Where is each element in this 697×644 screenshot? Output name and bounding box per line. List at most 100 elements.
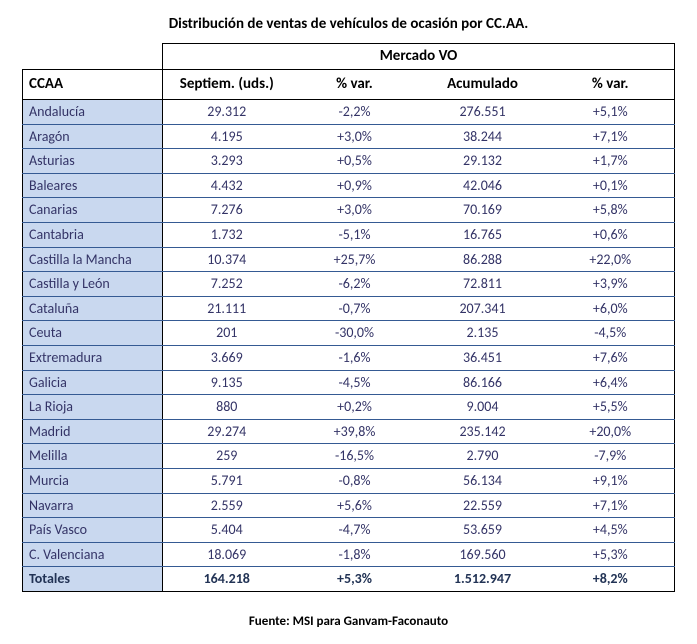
sept-var-cell: -16,5% — [291, 444, 419, 469]
acum-units-cell: 276.551 — [419, 100, 547, 125]
sept-var-cell: -30,0% — [291, 321, 419, 346]
sept-var-cell: +0,9% — [291, 173, 419, 198]
region-cell: Totales — [23, 567, 163, 592]
header-col3: Acumulado — [419, 70, 547, 100]
header-ccaa: CCAA — [23, 70, 163, 100]
sept-var-cell: +5,6% — [291, 493, 419, 518]
header-group: Mercado VO — [163, 44, 675, 70]
table-row: Canarias7.276+3,0%70.169+5,8% — [23, 198, 675, 223]
header-col1: Septiem. (uds.) — [163, 70, 291, 100]
acum-var-cell: +3,9% — [547, 272, 675, 297]
sept-var-cell: +25,7% — [291, 247, 419, 272]
region-cell: Murcia — [23, 468, 163, 493]
sept-units-cell: 164.218 — [163, 567, 291, 592]
acum-units-cell: 9.004 — [419, 395, 547, 420]
sept-var-cell: +3,0% — [291, 124, 419, 149]
sept-units-cell: 18.069 — [163, 542, 291, 567]
sept-var-cell: +5,3% — [291, 567, 419, 592]
table-row: Extremadura3.669-1,6%36.451+7,6% — [23, 345, 675, 370]
page-title: Distribución de ventas de vehículos de o… — [22, 15, 675, 33]
table-row: C. Valenciana18.069-1,8%169.560+5,3% — [23, 542, 675, 567]
sept-var-cell: +39,8% — [291, 419, 419, 444]
acum-var-cell: +5,1% — [547, 100, 675, 125]
acum-units-cell: 53.659 — [419, 518, 547, 543]
region-cell: Navarra — [23, 493, 163, 518]
sept-units-cell: 29.312 — [163, 100, 291, 125]
region-cell: Extremadura — [23, 345, 163, 370]
sept-units-cell: 880 — [163, 395, 291, 420]
acum-units-cell: 22.559 — [419, 493, 547, 518]
table-row: La Rioja880+0,2%9.004+5,5% — [23, 395, 675, 420]
region-cell: País Vasco — [23, 518, 163, 543]
acum-units-cell: 42.046 — [419, 173, 547, 198]
acum-var-cell: +7,1% — [547, 124, 675, 149]
sales-table: Mercado VO CCAA Septiem. (uds.) % var. A… — [22, 43, 675, 592]
sept-var-cell: -4,5% — [291, 370, 419, 395]
sept-units-cell: 4.195 — [163, 124, 291, 149]
sept-units-cell: 7.276 — [163, 198, 291, 223]
acum-units-cell: 2.135 — [419, 321, 547, 346]
acum-units-cell: 169.560 — [419, 542, 547, 567]
sept-var-cell: +0,2% — [291, 395, 419, 420]
region-cell: Asturias — [23, 149, 163, 174]
acum-units-cell: 16.765 — [419, 222, 547, 247]
acum-units-cell: 70.169 — [419, 198, 547, 223]
acum-var-cell: +1,7% — [547, 149, 675, 174]
sept-units-cell: 201 — [163, 321, 291, 346]
sept-var-cell: -0,7% — [291, 296, 419, 321]
region-cell: Madrid — [23, 419, 163, 444]
header-col2: % var. — [291, 70, 419, 100]
sept-var-cell: -0,8% — [291, 468, 419, 493]
sept-units-cell: 2.559 — [163, 493, 291, 518]
acum-units-cell: 36.451 — [419, 345, 547, 370]
acum-var-cell: +5,3% — [547, 542, 675, 567]
sept-units-cell: 4.432 — [163, 173, 291, 198]
acum-units-cell: 56.134 — [419, 468, 547, 493]
region-cell: Cantabria — [23, 222, 163, 247]
acum-units-cell: 1.512.947 — [419, 567, 547, 592]
table-row: Galicia9.135-4,5%86.166+6,4% — [23, 370, 675, 395]
acum-var-cell: +7,6% — [547, 345, 675, 370]
sept-var-cell: -4,7% — [291, 518, 419, 543]
acum-units-cell: 2.790 — [419, 444, 547, 469]
acum-units-cell: 86.288 — [419, 247, 547, 272]
sept-var-cell: -5,1% — [291, 222, 419, 247]
header-empty — [23, 44, 163, 70]
sept-units-cell: 21.111 — [163, 296, 291, 321]
acum-var-cell: +4,5% — [547, 518, 675, 543]
acum-var-cell: +5,8% — [547, 198, 675, 223]
acum-var-cell: +8,2% — [547, 567, 675, 592]
region-cell: Baleares — [23, 173, 163, 198]
table-row-totals: Totales164.218+5,3%1.512.947+8,2% — [23, 567, 675, 592]
region-cell: Galicia — [23, 370, 163, 395]
region-cell: Andalucía — [23, 100, 163, 125]
acum-var-cell: +0,1% — [547, 173, 675, 198]
table-row: Cantabria1.732-5,1%16.765+0,6% — [23, 222, 675, 247]
acum-units-cell: 38.244 — [419, 124, 547, 149]
acum-var-cell: -7,9% — [547, 444, 675, 469]
region-cell: Ceuta — [23, 321, 163, 346]
sept-var-cell: -1,8% — [291, 542, 419, 567]
sept-units-cell: 7.252 — [163, 272, 291, 297]
sept-units-cell: 259 — [163, 444, 291, 469]
table-row: Baleares4.432+0,9%42.046+0,1% — [23, 173, 675, 198]
acum-var-cell: -4,5% — [547, 321, 675, 346]
sept-var-cell: +0,5% — [291, 149, 419, 174]
sept-var-cell: -2,2% — [291, 100, 419, 125]
acum-units-cell: 29.132 — [419, 149, 547, 174]
sept-units-cell: 3.669 — [163, 345, 291, 370]
acum-var-cell: +9,1% — [547, 468, 675, 493]
acum-units-cell: 207.341 — [419, 296, 547, 321]
sept-units-cell: 3.293 — [163, 149, 291, 174]
sept-var-cell: +3,0% — [291, 198, 419, 223]
region-cell: Melilla — [23, 444, 163, 469]
source-footer: Fuente: MSI para Ganvam-Faconauto — [22, 614, 675, 629]
table-row: Aragón4.195+3,0%38.244+7,1% — [23, 124, 675, 149]
acum-var-cell: +22,0% — [547, 247, 675, 272]
table-row: Ceuta201-30,0%2.135-4,5% — [23, 321, 675, 346]
sept-units-cell: 1.732 — [163, 222, 291, 247]
region-cell: Castilla y León — [23, 272, 163, 297]
table-row: Castilla y León7.252-6,2%72.811+3,9% — [23, 272, 675, 297]
region-cell: Cataluña — [23, 296, 163, 321]
sept-units-cell: 5.791 — [163, 468, 291, 493]
